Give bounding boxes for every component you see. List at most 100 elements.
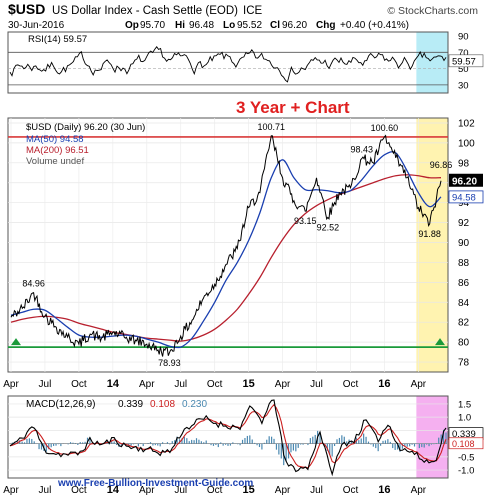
price-x-tick-label: Apr [139, 379, 155, 390]
price-y-tick-label: 80 [458, 338, 470, 349]
macd-label-signal: 0.108 [150, 399, 175, 410]
price-annotation: 78.93 [158, 358, 181, 368]
price-x-tick-label: Jul [174, 379, 187, 390]
rsi-layer: 90 70 50 30 59.57 [8, 32, 484, 93]
price-annotation: 100.71 [257, 122, 285, 132]
price-line [10, 134, 442, 357]
price-legend: $USD (Daily) 96.20 (30 Jun) MA(50) 94.58… [26, 122, 145, 167]
rsi-highlight-band [416, 32, 448, 93]
price-y-tick-label: 86 [458, 278, 470, 289]
price-x-tick-label: Jul [39, 379, 52, 390]
price-x-tick-label: Apr [3, 379, 19, 390]
rsi-line [9, 46, 447, 83]
quote-values: Op 95.70 Hi 96.48 Lo 95.52 Cl 96.20 Chg … [125, 20, 409, 31]
macd-x-tick-label: Jul [174, 485, 187, 496]
macd-x-tick-label: Apr [3, 485, 19, 496]
ma200-line [10, 174, 442, 342]
legend-ma200: MA(200) 96.51 [26, 145, 89, 156]
rsi-value-label: 59.57 [452, 56, 476, 67]
macd-x-tick-label: Apr [139, 485, 155, 496]
legend-volume: Volume undef [26, 156, 84, 167]
price-annotation: 84.96 [22, 279, 45, 289]
macd-x-tick-label: 15 [243, 484, 255, 496]
macd-x-tick-label: Oct [71, 485, 87, 496]
rsi-y-tick-label: 90 [458, 32, 469, 43]
macd-x-tick-label: Apr [411, 485, 427, 496]
quote-date: 30-Jun-2016 [8, 20, 65, 31]
macd-x-tick-label: Oct [343, 485, 359, 496]
close-value: 96.20 [282, 20, 307, 31]
price-annotation: 100.60 [371, 123, 399, 133]
watermark: © StockCharts.com [387, 5, 478, 17]
macd-legend: MACD(12,26,9) 0.339 0.108 0.230 [26, 399, 207, 410]
rsi-y-tick-label: 30 [458, 80, 469, 91]
rsi-y-tick-label: 70 [458, 48, 469, 59]
instrument-name: US Dollar Index - Cash Settle (EOD) [52, 5, 238, 17]
macd-label-value: 0.339 [118, 399, 143, 410]
price-x-tick-label: 16 [378, 378, 390, 390]
macd-x-tick-label: Oct [207, 485, 223, 496]
price-annotation: 96.86 [430, 160, 453, 170]
price-y-tick-label: 102 [458, 118, 475, 129]
high-value: 96.48 [189, 20, 214, 31]
price-annotation: 92.52 [317, 222, 340, 232]
rsi-y-tick-label: 50 [458, 64, 469, 75]
price-x-tick-label: Oct [207, 379, 223, 390]
macd-y-tick-label: -1.0 [458, 466, 474, 477]
macd-value-label: 0.339 [452, 429, 476, 440]
change-label: Chg [316, 20, 335, 31]
price-highlight-band [416, 118, 448, 372]
macd-x-tick-label: 14 [107, 484, 120, 496]
exchange-label: ICE [243, 5, 263, 17]
close-label: Cl [270, 20, 280, 31]
support-marker-left [11, 338, 21, 346]
price-x-tick-label: Oct [343, 379, 359, 390]
macd-line [9, 399, 447, 477]
ma50-value-tag [448, 190, 484, 204]
macd-label-prefix: MACD(12,26,9) [26, 399, 95, 410]
price-y-tick-label: 82 [458, 318, 470, 329]
close-value-tag [449, 173, 483, 187]
price-y-tick-label: 90 [458, 238, 470, 249]
macd-x-tick-label: Apr [275, 485, 291, 496]
macd-y-tick-label: 1.5 [458, 399, 471, 410]
close-value-label: 96.20 [452, 176, 477, 187]
price-annotation: 93.15 [294, 216, 317, 226]
macd-panel [7, 395, 449, 479]
ma50-value-label: 94.58 [452, 192, 476, 203]
price-annotation: 98.43 [351, 145, 374, 155]
macd-signal-value-label: 0.108 [452, 439, 475, 449]
price-y-tick-label: 98 [458, 158, 470, 169]
price-x-tick-label: Apr [275, 379, 291, 390]
price-x-tick-label: 15 [243, 378, 255, 390]
price-x-tick-label: Jul [310, 379, 323, 390]
macd-signal-line [9, 403, 447, 469]
low-value: 95.52 [237, 20, 262, 31]
support-marker-right [435, 338, 445, 346]
macd-y-tick-label: -0.5 [458, 452, 474, 463]
macd-signal-tag [448, 437, 484, 450]
macd-label-hist: 0.230 [182, 399, 207, 410]
high-label: Hi [175, 20, 185, 31]
macd-layer: 1.51.00.50.0-0.5-1.00.3390.108AprJulOct1… [3, 396, 484, 496]
price-layer: 102100989694929088868482807884.9678.9310… [3, 118, 484, 390]
price-annotation: 91.88 [418, 229, 441, 239]
low-label: Lo [223, 20, 235, 31]
macd-x-tick-label: 16 [378, 484, 390, 496]
price-x-tick-label: Oct [71, 379, 87, 390]
price-x-tick-label: 14 [107, 378, 120, 390]
ma50-line [10, 151, 442, 349]
price-y-tick-label: 100 [458, 138, 475, 149]
price-y-tick-label: 94 [458, 198, 470, 209]
footer-url[interactable]: www.Free-Bullion-Investment-Guide.com [57, 478, 253, 489]
rsi-label: RSI(14) 59.57 [28, 34, 87, 45]
price-y-tick-label: 78 [458, 358, 470, 369]
legend-ma50: MA(50) 94.58 [26, 134, 84, 145]
change-value: +0.40 (+0.41%) [340, 20, 409, 31]
price-x-tick-label: Apr [411, 379, 427, 390]
open-label: Op [125, 20, 139, 31]
overlay-title: 3 Year + Chart [236, 98, 350, 117]
price-y-tick-label: 84 [458, 298, 470, 309]
open-value: 95.70 [140, 20, 165, 31]
legend-price: $USD (Daily) 96.20 (30 Jun) [26, 122, 145, 133]
